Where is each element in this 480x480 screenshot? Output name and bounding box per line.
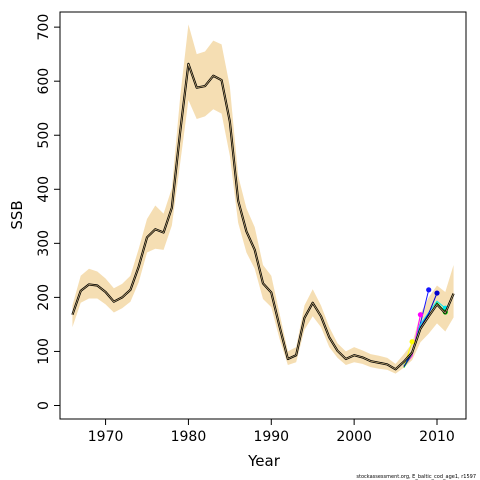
x-axis-title: Year [247,452,281,470]
y-tick-label: 600 [36,68,52,95]
y-tick-label: 0 [36,401,52,410]
x-tick-label: 1970 [88,429,124,445]
y-tick-label: 700 [36,14,52,41]
x-tick-label: 2000 [336,429,372,445]
plot-frame [59,11,467,420]
retro-endpoint [417,312,424,318]
retro-endpoint [409,339,415,345]
retro-line [403,341,413,367]
retro-endpoint [434,290,440,296]
y-tick-label: 300 [36,230,52,257]
y-tick-label: 400 [36,176,52,203]
x-tick-label: 1980 [171,429,207,445]
axes: 1970 1980 1990 2000 2010 0 100 200 300 400 500 600 7… [36,14,455,445]
plot-area [71,24,455,374]
y-axis-title: SSB [8,200,26,229]
y-tick-label: 200 [36,284,52,311]
y-tick-label: 500 [36,122,52,149]
credit-text: stockassessment.org, E_baltic_cod_age1, … [356,474,476,480]
x-tick-label: 1990 [253,429,289,445]
ssb-line-inner [72,63,454,370]
retro-endpoint [426,287,432,293]
x-tick-label: 2010 [419,429,455,445]
y-tick-label: 100 [36,338,52,365]
